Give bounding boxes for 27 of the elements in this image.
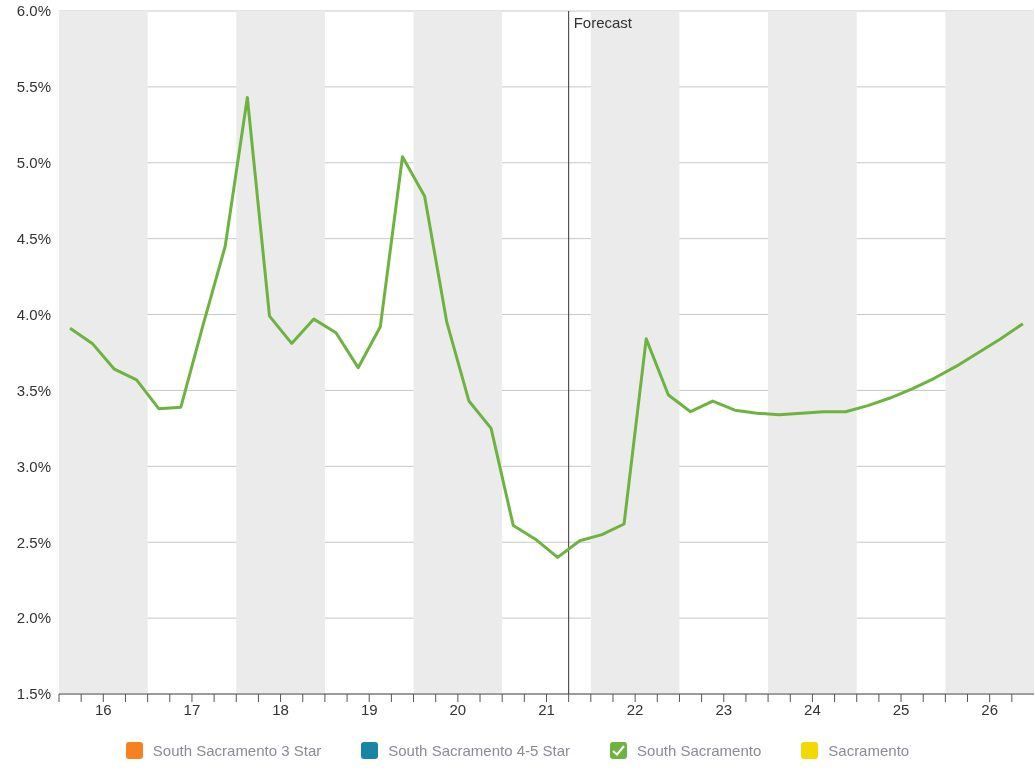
y-tick-label: 6.0% [16,2,51,20]
legend-label: Sacramento [828,742,910,759]
legend-label: South Sacramento 3 Star [152,742,322,759]
x-tick-label: 26 [981,700,999,718]
y-tick-label: 2.5% [16,533,51,551]
x-tick-label: 21 [538,700,555,718]
x-tick-label: 18 [272,700,289,718]
y-tick-label: 2.0% [16,609,51,627]
x-tick-label: 22 [626,700,644,718]
x-tick-label: 19 [360,700,378,718]
y-tick-label: 4.5% [16,229,51,247]
x-tick-label: 24 [804,700,821,718]
legend-label: South Sacramento [637,742,762,759]
y-tick-label: 3.0% [16,457,51,475]
y-tick-label: 3.5% [16,381,51,399]
line-series [68,96,1025,559]
y-tick-label: 5.5% [16,78,51,96]
x-tick-label: 20 [449,700,467,718]
ref-line-label: Forecast [573,14,633,31]
y-tick-label: 4.0% [16,305,51,323]
x-tick-label: 16 [94,700,112,718]
y-tick-label: 1.5% [16,685,51,703]
x-tick-label: 25 [892,700,910,718]
x-tick-label: 23 [715,700,733,718]
x-tick-label: 17 [183,700,201,718]
legend-label: South Sacramento 4-5 Star [388,742,571,759]
y-tick-label: 5.0% [16,154,51,172]
